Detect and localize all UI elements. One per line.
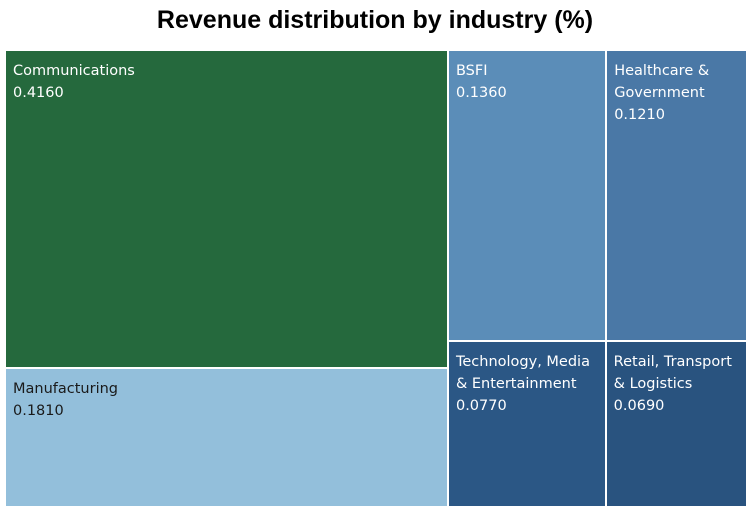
cell-label: Manufacturing bbox=[13, 381, 118, 398]
value-label: 0.1810 bbox=[13, 403, 64, 420]
value-label: 0.1210 bbox=[614, 107, 665, 123]
value-label: 0.0770 bbox=[455, 398, 507, 415]
chart-title: Revenue distribution by industry (%) bbox=[156, 6, 594, 34]
value-label: 0.0690 bbox=[613, 398, 665, 415]
cell-label: Technology, Media & Entertainment bbox=[455, 354, 590, 393]
value-label: 0.1360 bbox=[455, 85, 507, 101]
treemap-cell: Retail, Transport & Logistics 0.0690 bbox=[605, 341, 747, 507]
cell-label: Healthcare & Government bbox=[614, 63, 710, 101]
cell-label: BSFI bbox=[455, 63, 488, 79]
cell-label: Retail, Transport & Logistics bbox=[613, 354, 732, 393]
treemap-cell: BSFI 0.1360 bbox=[447, 50, 607, 342]
treemap-cell: Technology, Media & Entertainment 0.0770 bbox=[447, 341, 606, 507]
value-label: 0.4160 bbox=[13, 85, 64, 101]
treemap-cell: Communications 0.4160 bbox=[5, 50, 448, 369]
cell-label: Communications bbox=[13, 63, 135, 79]
treemap-cell: Healthcare & Government 0.1210 bbox=[606, 50, 747, 342]
treemap-cell: Manufacturing 0.1810 bbox=[5, 368, 448, 507]
treemap: Communications 0.4160 Manufacturing 0.1810 B… bbox=[5, 50, 747, 507]
